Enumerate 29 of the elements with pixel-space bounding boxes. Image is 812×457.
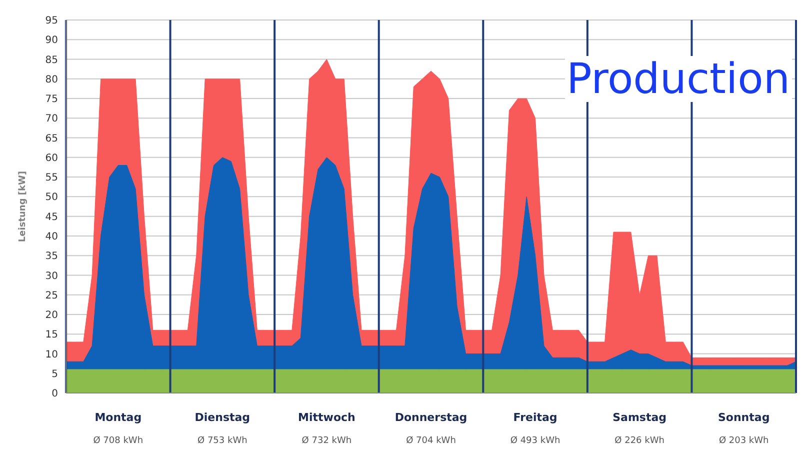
y-tick-label: 95 xyxy=(45,16,58,27)
x-tick-label: Sonntag Ø 203 kWh xyxy=(718,411,770,446)
y-tick-label: 10 xyxy=(45,349,58,360)
y-tick-label: 0 xyxy=(52,388,58,400)
y-tick-label: 85 xyxy=(45,54,58,66)
y-tick-label: 90 xyxy=(45,35,58,46)
x-tick-label: Freitag Ø 493 kWh xyxy=(510,411,560,446)
y-tick-label: 40 xyxy=(45,231,58,242)
y-tick-label: 55 xyxy=(45,172,58,184)
x-tick-label: Dienstag Ø 753 kWh xyxy=(194,411,250,446)
x-tick-label: Mittwoch Ø 732 kWh xyxy=(298,411,356,446)
y-tick-label: 75 xyxy=(45,94,58,106)
y-tick-label: 60 xyxy=(45,152,58,164)
y-tick-label: 5 xyxy=(52,368,58,380)
x-tick-label: Montag Ø 708 kWh xyxy=(93,411,144,446)
y-tick-label: 35 xyxy=(45,251,58,262)
y-tick-label: 70 xyxy=(45,114,58,125)
annotation: Production xyxy=(564,54,792,103)
y-tick-label: 80 xyxy=(45,74,58,86)
y-tick-label: 20 xyxy=(45,310,58,322)
y-tick-label: 15 xyxy=(45,330,58,341)
x-tick-label: Samstag Ø 226 kWh xyxy=(612,411,667,446)
y-tick-label: 50 xyxy=(45,192,58,204)
y-tick-label: 30 xyxy=(45,270,58,282)
y-tick-label: 45 xyxy=(45,212,58,223)
x-tick-label: Donnerstag Ø 704 kWh xyxy=(394,411,468,446)
y-tick-label: 25 xyxy=(45,290,58,302)
y-tick-label: 65 xyxy=(45,133,58,144)
y-axis-title: Leistung [kW] xyxy=(18,170,28,242)
